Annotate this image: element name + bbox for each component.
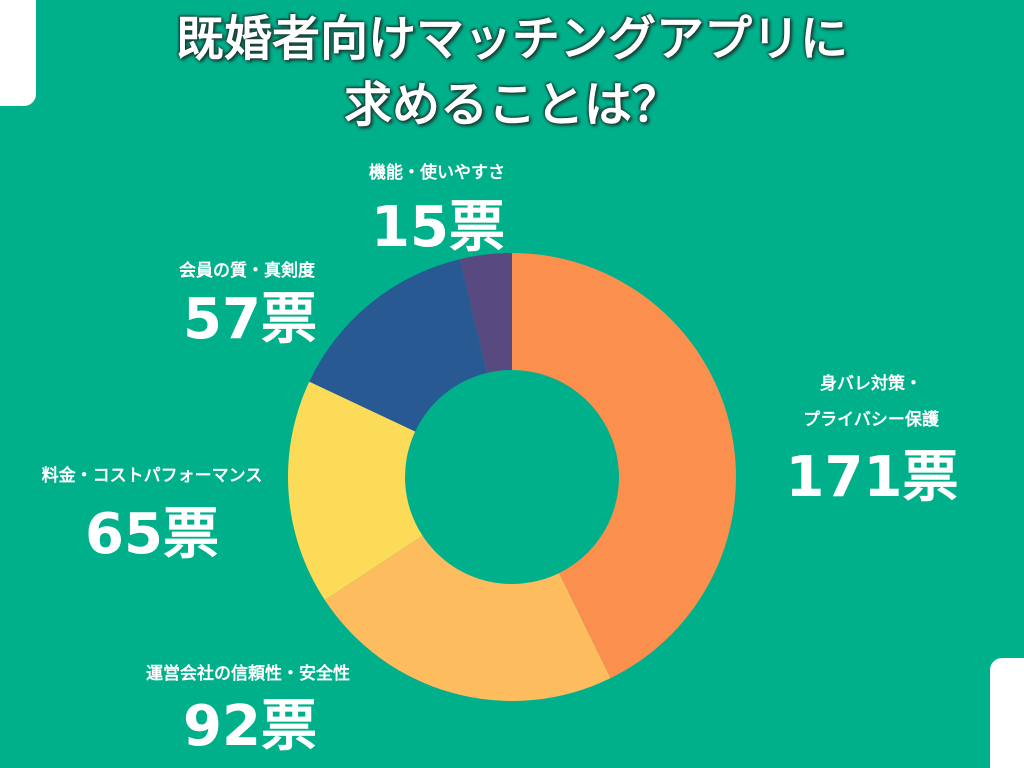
slice-votes-usability: 15票 (371, 195, 505, 260)
donut-slice-reliability (324, 535, 611, 701)
chart-title-line-2: 求めることは？ (343, 77, 680, 133)
slice-votes-reliability: 92票 (183, 694, 317, 759)
chart-title: 既婚者向けマッチングアプリに 求めることは？ (0, 6, 1024, 138)
donut-slice-privacy (512, 253, 737, 679)
slice-label-privacy-line-1: 身バレ対策・ (820, 374, 922, 394)
slice-label-privacy: 身バレ対策・ プライバシー保護 (776, 366, 966, 438)
donut-slice-member-quality (309, 259, 488, 432)
donut-slice-cost (287, 381, 423, 600)
slice-votes-cost: 65票 (85, 502, 219, 567)
slice-label-cost: 料金・コストパフォーマンス (41, 466, 263, 486)
slice-label-reliability: 運営会社の信頼性・安全性 (146, 664, 350, 684)
slice-label-member-quality: 会員の質・真剣度 (179, 261, 315, 281)
slice-label-privacy-line-2: プライバシー保護 (803, 410, 939, 430)
slice-votes-member-quality: 57票 (183, 287, 317, 352)
slice-label-usability: 機能・使いやすさ (369, 163, 505, 183)
donut-slice-usability (459, 253, 512, 373)
bottom-right-corner-decoration (990, 658, 1024, 768)
slice-votes-privacy: 171票 (785, 445, 959, 510)
top-left-corner-decoration (0, 0, 36, 106)
chart-title-line-1: 既婚者向けマッチングアプリに (175, 11, 848, 67)
